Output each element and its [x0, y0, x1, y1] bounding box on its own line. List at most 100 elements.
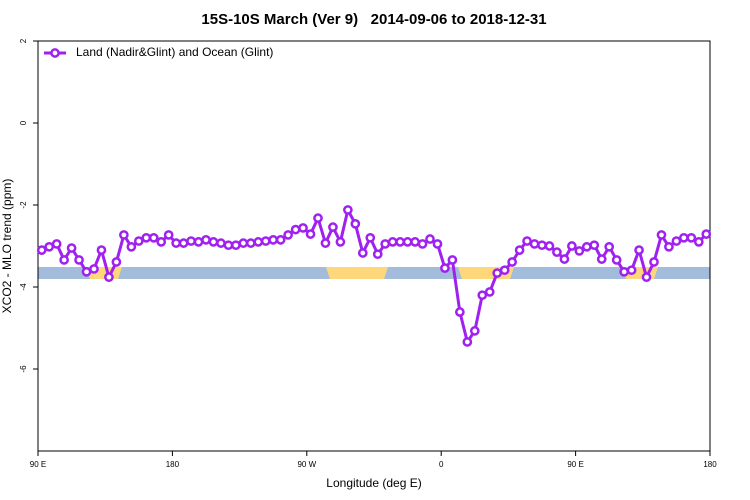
x-tick-label: 180: [703, 460, 717, 469]
point: [133, 236, 144, 246]
point: [365, 232, 376, 243]
point: [529, 239, 540, 249]
x-tick-label: 90 E: [567, 460, 583, 469]
point: [469, 326, 480, 336]
point: [223, 240, 234, 251]
point: [604, 241, 615, 252]
point: [693, 237, 704, 247]
point: [611, 255, 622, 265]
legend-marker: [50, 48, 60, 58]
x-axis-label: Longitude (deg E): [326, 476, 421, 490]
point: [544, 241, 555, 251]
point: [380, 239, 391, 249]
point: [537, 240, 547, 251]
point: [634, 245, 644, 255]
point: [231, 240, 241, 251]
point: [320, 238, 331, 248]
point: [238, 238, 249, 248]
point: [119, 230, 129, 240]
point: [290, 224, 301, 235]
point: [335, 237, 346, 247]
point: [499, 265, 510, 276]
land-band: [326, 267, 388, 279]
y-tick-label: -6: [19, 365, 28, 373]
point: [74, 255, 84, 265]
chart-title: 15S-10S March (Ver 9) 2014-09-06 to 2018…: [201, 11, 546, 28]
y-axis-label: XCO2 - MLO trend (ppm): [0, 179, 14, 314]
x-tick-label: 90 E: [30, 460, 46, 469]
point: [671, 236, 682, 246]
point: [656, 230, 667, 240]
point: [298, 223, 308, 233]
y-tick-label: -4: [19, 283, 28, 291]
point: [253, 237, 264, 247]
point: [484, 287, 495, 297]
point: [679, 232, 689, 243]
point: [163, 230, 174, 240]
point: [686, 232, 697, 243]
x-tick-label: 90 W: [297, 460, 316, 469]
point: [507, 257, 517, 267]
point: [305, 229, 316, 239]
point: [626, 265, 637, 276]
point: [477, 290, 488, 301]
point: [559, 254, 570, 264]
x-tick-label: 0: [439, 460, 444, 469]
point: [81, 266, 92, 277]
point: [36, 245, 47, 255]
point: [514, 245, 525, 255]
surface-band: [38, 267, 710, 279]
point: [574, 246, 585, 256]
point: [186, 236, 196, 246]
point: [619, 266, 629, 277]
point: [328, 222, 338, 232]
point: [126, 241, 137, 252]
point: [462, 337, 473, 347]
point: [275, 235, 286, 245]
point: [410, 237, 420, 247]
point: [44, 241, 55, 252]
point: [89, 264, 99, 274]
point: [141, 232, 152, 243]
point: [664, 241, 674, 252]
point: [51, 239, 62, 249]
point: [148, 232, 159, 243]
point: [596, 254, 607, 264]
point: [641, 272, 652, 283]
point: [372, 249, 383, 260]
point: [567, 241, 577, 251]
point: [357, 248, 368, 258]
point: [649, 257, 659, 267]
point: [59, 255, 69, 265]
point: [193, 237, 204, 247]
point: [216, 238, 226, 248]
x-tick-label: 180: [166, 460, 180, 469]
point: [581, 241, 592, 252]
point: [171, 238, 181, 248]
point: [455, 307, 465, 317]
point: [425, 234, 435, 244]
point: [402, 237, 413, 247]
point: [387, 237, 398, 247]
legend-label: Land (Nadir&Glint) and Ocean (Glint): [76, 45, 273, 59]
point: [343, 205, 353, 215]
point: [432, 239, 443, 249]
point: [283, 230, 293, 240]
point: [66, 243, 77, 253]
point: [313, 213, 323, 223]
y-tick-label: -2: [19, 201, 28, 209]
point: [447, 255, 458, 265]
point: [440, 263, 450, 273]
point: [417, 239, 428, 249]
point: [395, 237, 405, 247]
point: [268, 235, 279, 245]
point: [260, 236, 271, 246]
point: [245, 238, 256, 248]
y-tick-label: 2: [19, 38, 28, 43]
point: [552, 247, 562, 257]
point: [208, 237, 219, 247]
point: [589, 240, 600, 251]
point: [104, 272, 114, 283]
point: [522, 236, 532, 246]
